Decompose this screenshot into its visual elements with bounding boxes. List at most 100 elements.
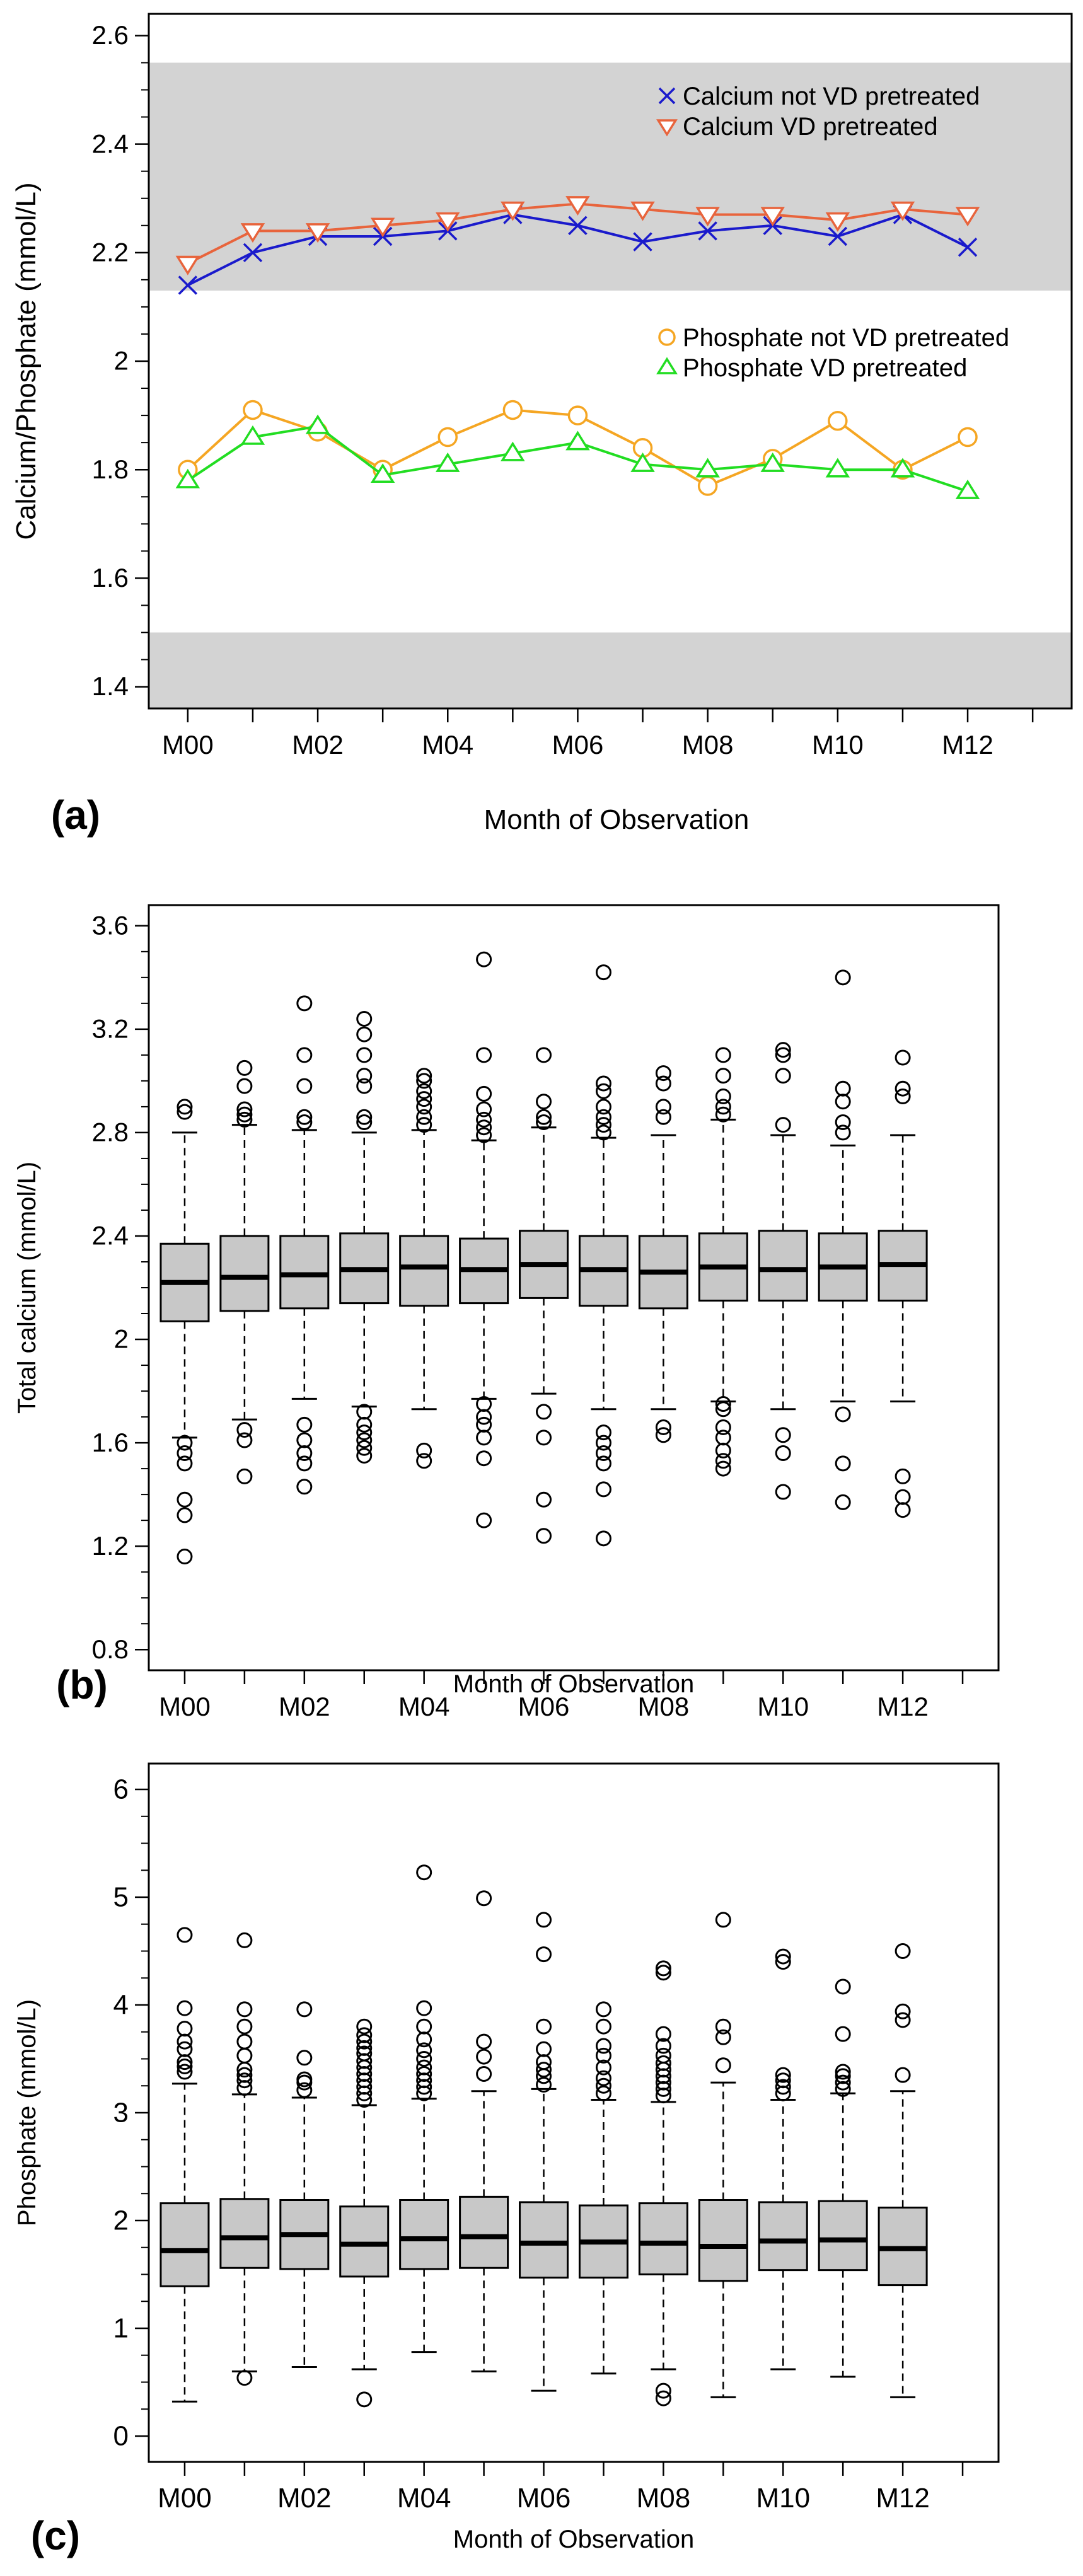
outlier-point <box>655 1099 671 1115</box>
outlier-point <box>835 1114 851 1131</box>
outlier-point <box>536 1912 552 1928</box>
x-marker-stroke <box>658 87 676 105</box>
outlier-point <box>356 2045 373 2062</box>
box <box>279 2001 330 2369</box>
outlier-point <box>236 1432 253 1448</box>
outlier-point <box>356 1026 373 1043</box>
outlier-point <box>536 2041 552 2057</box>
x-marker <box>243 243 263 263</box>
outlier-point <box>236 1468 253 1484</box>
box <box>399 1068 449 1469</box>
x-tick-label: M06 <box>552 730 604 760</box>
outlier-point <box>296 2082 313 2098</box>
x-tick-label: M12 <box>876 2483 930 2514</box>
outlier-point <box>895 2003 911 2019</box>
iqr-box <box>519 2201 569 2279</box>
x-axis-label: Month of Observation <box>484 804 750 835</box>
x-tick-label: M02 <box>292 730 344 760</box>
outlier-point <box>296 1445 313 1461</box>
outlier-point <box>536 1404 552 1420</box>
outlier-point <box>416 2059 432 2076</box>
triangle-down-marker <box>436 212 460 232</box>
box <box>339 1010 390 1464</box>
iqr-box <box>399 2199 449 2270</box>
circle-marker <box>958 427 978 448</box>
outlier-point <box>476 951 492 967</box>
outlier-point <box>476 1119 492 1136</box>
triangle-down-marker <box>630 201 655 221</box>
triangle-down-marker <box>305 223 330 243</box>
outlier-point <box>595 1099 611 1115</box>
outlier-point <box>416 2065 432 2082</box>
outlier-point <box>177 2000 193 2016</box>
box <box>459 951 509 1528</box>
x-tick-label: M02 <box>277 2483 332 2514</box>
outlier-point <box>296 2001 313 2018</box>
outlier-point <box>356 1424 373 1441</box>
outlier-point <box>775 1117 791 1133</box>
triangle-up-marker <box>305 414 330 434</box>
x-tick-label: M04 <box>398 1692 450 1721</box>
y-tick-label: 1.2 <box>92 1531 129 1561</box>
triangle-up-marker <box>565 430 590 451</box>
triangle-down-marker <box>370 217 395 238</box>
outlier-point <box>236 2072 253 2089</box>
outlier-point <box>356 2027 373 2043</box>
triangle-up-marker <box>501 441 525 461</box>
outlier-point <box>595 2038 611 2054</box>
outlier-point <box>595 2018 611 2035</box>
reference-band <box>149 632 1072 708</box>
triangle-down-marker <box>695 207 720 227</box>
iqr-box <box>758 2201 808 2272</box>
outlier-point <box>177 2041 193 2057</box>
outlier-point <box>775 1047 791 1063</box>
outlier-point <box>416 1442 432 1458</box>
x-tick-label: M04 <box>397 2483 451 2514</box>
outlier-point <box>356 2018 373 2035</box>
outlier-point <box>296 1109 313 1125</box>
outlier-point <box>595 1435 611 1451</box>
outlier-point <box>715 1430 731 1446</box>
x-tick-label: M08 <box>637 2483 691 2514</box>
outlier-point <box>595 1455 611 1472</box>
outlier-point <box>296 1114 313 1131</box>
outlier-point <box>236 1101 253 1118</box>
outlier-point <box>715 1460 731 1477</box>
outlier-point <box>476 1512 492 1528</box>
box <box>578 2001 628 2375</box>
y-tick-label: 3.6 <box>92 910 129 940</box>
y-tick-label: 0.8 <box>92 1634 129 1664</box>
outlier-point <box>655 1065 671 1082</box>
outlier-point <box>895 1502 911 1518</box>
y-tick-label: 2 <box>114 1324 129 1354</box>
box <box>698 1047 748 1477</box>
legend: Calcium not VD pretreated Calcium VD pret… <box>656 83 980 141</box>
outlier-point <box>835 1978 851 1995</box>
y-tick-label: 1.6 <box>92 1428 129 1457</box>
outlier-point <box>536 1094 552 1110</box>
outlier-point <box>177 2064 193 2080</box>
outlier-point <box>416 2031 432 2048</box>
outlier-point <box>356 1010 373 1027</box>
outlier-point <box>416 1073 432 1089</box>
x-marker <box>698 221 717 241</box>
outlier-point <box>236 2033 253 2050</box>
outlier-point <box>775 1427 791 1443</box>
outlier-point <box>715 1419 731 1435</box>
outlier-point <box>775 1954 791 1970</box>
outlier-point <box>416 2000 432 2016</box>
outlier-point <box>895 2067 911 2083</box>
outlier-point <box>476 2065 492 2082</box>
iqr-box <box>698 2199 748 2282</box>
iqr-box <box>159 2202 210 2287</box>
series-3 <box>175 414 980 499</box>
outlier-point <box>835 1494 851 1510</box>
outlier-point <box>595 1117 611 1133</box>
outlier-point <box>356 1068 373 1084</box>
outlier-point <box>177 1507 193 1523</box>
box <box>219 1932 270 2386</box>
outlier-point <box>895 1089 911 1104</box>
outlier-point <box>715 1401 731 1418</box>
outlier-point <box>236 2018 253 2035</box>
y-tick-label: 2 <box>113 2205 129 2236</box>
